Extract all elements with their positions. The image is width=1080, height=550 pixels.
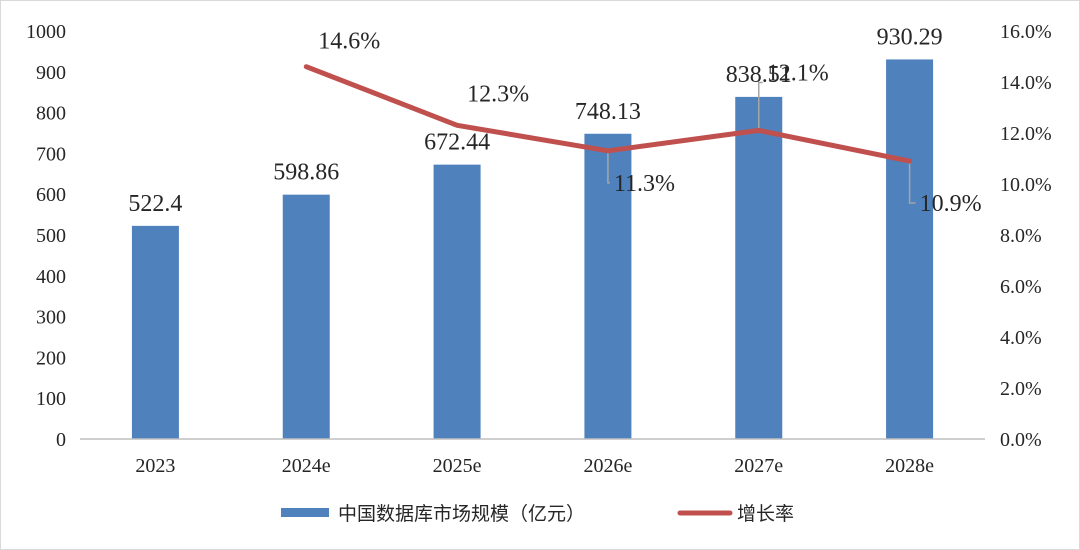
left-y-tick-label: 100 (36, 388, 66, 410)
rate-value-label: 12.1% (767, 60, 829, 86)
bar (584, 133, 632, 440)
label-leader-line (607, 150, 610, 184)
legend-label-line: 增长率 (737, 503, 794, 525)
bar (886, 59, 934, 439)
bar-value-label: 930.29 (877, 24, 943, 50)
label-leader-lines (607, 81, 916, 204)
x-tick-label: 2027e (734, 455, 783, 477)
right-y-tick-label: 6.0% (1000, 276, 1042, 298)
bar-value-label: 748.13 (575, 99, 641, 125)
bar (433, 164, 481, 440)
left-y-tick-label: 400 (36, 266, 66, 288)
bar-series (131, 59, 934, 440)
left-y-tick-label: 200 (36, 347, 66, 369)
x-tick-label: 2026e (583, 455, 632, 477)
rate-value-label: 11.3% (614, 171, 675, 197)
bar-value-label: 522.4 (128, 191, 182, 217)
left-y-tick-label: 300 (36, 307, 66, 329)
x-tick-label: 2024e (282, 455, 331, 477)
x-tick-label: 2028e (885, 455, 934, 477)
rate-value-label: 10.9% (920, 191, 982, 217)
right-y-tick-label: 2.0% (1000, 378, 1042, 400)
left-y-tick-label: 800 (36, 103, 66, 125)
left-y-tick-label: 500 (36, 225, 66, 247)
bar-data-labels: 522.4 598.86 672.44 748.13 838.51 930.29 (128, 24, 942, 216)
legend-label-bar: 中国数据库市场规模（亿元） (338, 503, 585, 525)
left-y-tick-label: 600 (36, 184, 66, 206)
rate-value-label: 12.3% (467, 81, 529, 107)
label-leader-line (908, 161, 916, 204)
rate-value-label: 14.6% (318, 29, 380, 55)
right-y-tick-label: 4.0% (1000, 327, 1042, 349)
right-y-tick-label: 8.0% (1000, 225, 1042, 247)
bar-value-label: 598.86 (273, 160, 339, 186)
legend: 中国数据库市场规模（亿元） 增长率 (281, 503, 794, 525)
bar-value-label: 672.44 (424, 130, 490, 156)
label-leader-line (758, 81, 763, 131)
bar (131, 225, 179, 439)
rate-data-labels: 14.6% 12.3% 11.3% 12.1% 10.9% (318, 29, 981, 217)
right-y-axis-ticks: 0.0% 2.0% 4.0% 6.0% 8.0% 10.0% 12.0% 14.0% 16.0% (1000, 21, 1052, 451)
bar (735, 96, 783, 440)
right-y-tick-label: 16.0% (1000, 21, 1052, 43)
right-y-tick-label: 12.0% (1000, 123, 1052, 145)
bar (282, 194, 330, 439)
left-y-tick-label: 900 (36, 62, 66, 84)
right-y-tick-label: 0.0% (1000, 429, 1042, 451)
left-y-axis-ticks: 0 100 200 300 400 500 600 700 800 900 1000 (26, 21, 66, 451)
x-tick-label: 2023 (135, 455, 175, 477)
right-y-tick-label: 14.0% (1000, 72, 1052, 94)
left-y-tick-label: 700 (36, 143, 66, 165)
x-tick-label: 2025e (433, 455, 482, 477)
growth-rate-line (303, 64, 913, 164)
bar-value-label: 838.51 (726, 62, 792, 88)
left-y-tick-label: 0 (56, 429, 66, 451)
x-axis-ticks: 2023 2024e 2025e 2026e 2027e 2028e (135, 455, 934, 477)
right-y-tick-label: 10.0% (1000, 174, 1052, 196)
legend-swatch-bar (281, 508, 329, 517)
left-y-tick-label: 1000 (26, 21, 66, 43)
